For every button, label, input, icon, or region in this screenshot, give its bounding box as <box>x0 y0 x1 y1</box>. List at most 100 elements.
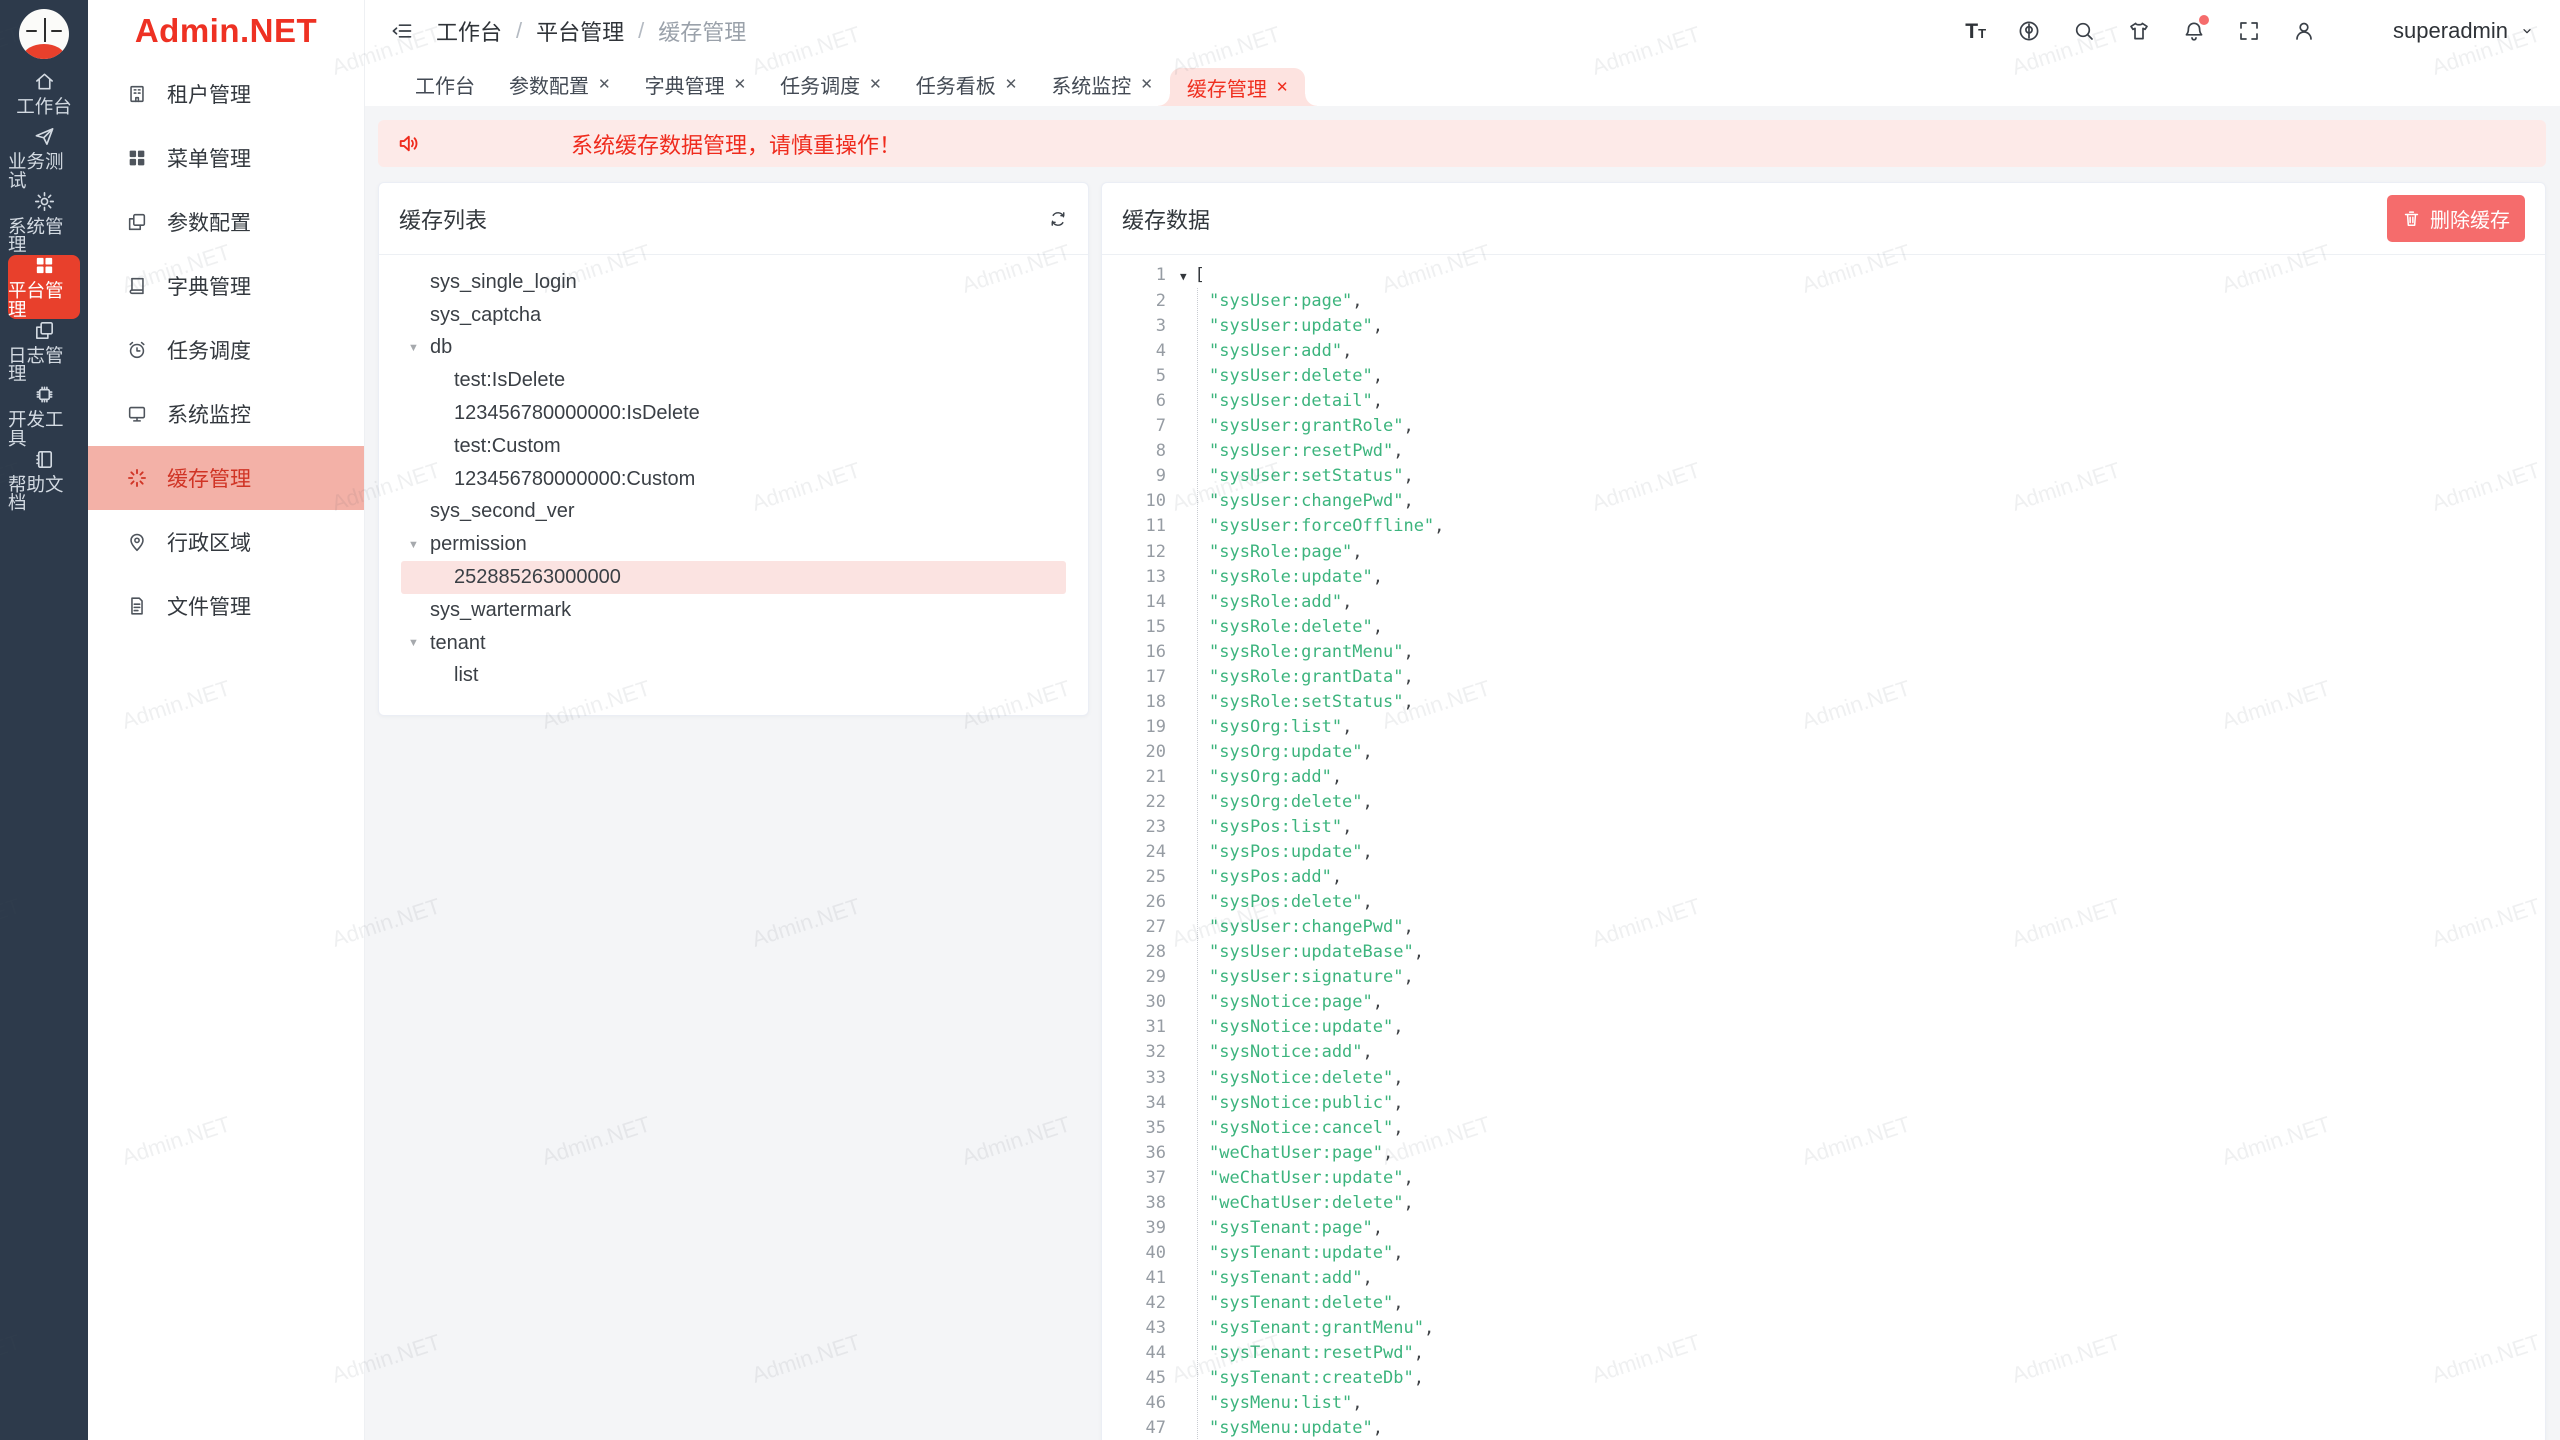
theme-icon[interactable] <box>2127 19 2151 43</box>
tree-node[interactable]: ▼ permission <box>401 528 1066 561</box>
sidebar-item-file[interactable]: 文件管理 <box>88 574 364 638</box>
sidebar-item-label: 文件管理 <box>167 596 251 619</box>
sidebar-item-label: 租户管理 <box>167 84 251 107</box>
tab-cache[interactable]: 缓存管理 ✕ <box>1157 68 1318 106</box>
line-number: 44 <box>1145 1343 1166 1364</box>
tab-job[interactable]: 任务调度 ✕ <box>763 62 899 106</box>
tree-node[interactable]: sys_wartermark <box>401 594 1066 627</box>
json-string: "sysMenu:list" <box>1209 1393 1353 1414</box>
rail-item-label: 帮助文档 <box>8 473 64 514</box>
sidebar-item-job[interactable]: 任务调度 <box>88 318 364 382</box>
json-string: "sysRole:setStatus" <box>1209 691 1404 712</box>
code-line: 12 "sysRole:page", <box>1116 540 2545 565</box>
tree-node[interactable]: 252885263000000 <box>401 561 1066 594</box>
collapse-caret-icon[interactable]: ▼ <box>1180 270 1187 283</box>
sidebar-item-label: 参数配置 <box>167 212 251 235</box>
tab-config[interactable]: 参数配置 ✕ <box>492 62 628 106</box>
fullscreen-icon[interactable] <box>2237 19 2261 43</box>
close-icon[interactable]: ✕ <box>869 76 882 93</box>
sidebar-item-config[interactable]: 参数配置 <box>88 190 364 254</box>
close-icon[interactable]: ✕ <box>598 76 611 93</box>
user-menu[interactable]: superadmin <box>2347 13 2536 49</box>
tree-node-label: db <box>430 336 453 359</box>
json-string: "sysUser:delete" <box>1209 366 1373 387</box>
tree-node[interactable]: sys_captcha <box>401 299 1066 332</box>
json-string: "sysRole:add" <box>1209 591 1343 612</box>
json-string: "sysRole:page" <box>1209 541 1353 562</box>
bell-icon[interactable] <box>2182 15 2210 43</box>
code-line: 6 "sysUser:detail", <box>1116 389 2545 414</box>
code-line: 36 "weChatUser:page", <box>1116 1141 2545 1166</box>
rail-item-log-management[interactable]: 日志管理 <box>8 319 80 384</box>
code-line: 29 "sysUser:signature", <box>1116 965 2545 990</box>
rail-item-workbench[interactable]: 工作台 <box>8 61 80 126</box>
search-icon[interactable] <box>2072 19 2096 43</box>
refresh-icon[interactable] <box>1048 209 1068 229</box>
user-icon[interactable] <box>2292 19 2316 43</box>
line-number: 38 <box>1145 1192 1166 1213</box>
close-icon[interactable]: ✕ <box>1140 76 1153 93</box>
json-string: "sysUser:add" <box>1209 341 1343 362</box>
close-icon[interactable]: ✕ <box>1275 79 1289 96</box>
caret-icon[interactable]: ▼ <box>408 636 419 649</box>
close-icon[interactable]: ✕ <box>1004 76 1018 93</box>
line-number: 11 <box>1145 516 1166 537</box>
code-line: 17 "sysRole:grantData", <box>1116 665 2545 690</box>
line-number: 30 <box>1145 992 1166 1013</box>
rail-item-dev-tools[interactable]: 开发工具 <box>8 384 80 449</box>
tab-label: 系统监控 <box>1051 75 1132 98</box>
caret-icon[interactable]: ▼ <box>408 538 419 551</box>
tab-label: 缓存管理 <box>1186 78 1267 101</box>
tree-node[interactable]: ▼ db <box>401 332 1066 365</box>
sidebar-item-menu[interactable]: 菜单管理 <box>88 126 364 190</box>
code-line: 25 "sysPos:add", <box>1116 865 2545 890</box>
rail-item-label: 业务测试 <box>8 151 64 191</box>
font-size-icon[interactable]: TT <box>1965 19 1987 43</box>
tree-node-label: test:IsDelete <box>454 369 566 392</box>
code-line: 22 "sysOrg:delete", <box>1116 790 2545 815</box>
comma: , <box>1372 1217 1384 1238</box>
json-string: "sysPos:delete" <box>1209 892 1363 913</box>
comma: , <box>1393 1292 1404 1313</box>
breadcrumb-item[interactable]: 平台管理 <box>536 20 625 45</box>
delete-cache-button[interactable]: 删除缓存 <box>2387 195 2525 242</box>
sidebar-item-dict[interactable]: 字典管理 <box>88 254 364 318</box>
json-string: "sysUser:update" <box>1209 316 1373 337</box>
sidebar-item-monitor[interactable]: 系统监控 <box>88 382 364 446</box>
tree-node[interactable]: test:IsDelete <box>401 364 1066 397</box>
fold-menu-icon[interactable] <box>390 19 414 43</box>
caret-icon[interactable]: ▼ <box>408 341 419 354</box>
tree-node[interactable]: 123456780000000:Custom <box>401 463 1066 496</box>
line-number: 9 <box>1155 466 1166 487</box>
rail-item-business-test[interactable]: 业务测试 <box>8 126 80 191</box>
cache-list-header: 缓存列表 <box>379 183 1088 255</box>
language-icon[interactable] <box>2017 19 2041 43</box>
tree-node[interactable]: test:Custom <box>401 430 1066 463</box>
tree-node[interactable]: 123456780000000:IsDelete <box>401 397 1066 430</box>
app-logo-avatar[interactable] <box>19 9 69 59</box>
rail-item-help-docs[interactable]: 帮助文档 <box>8 448 80 513</box>
code-line: 44 "sysTenant:resetPwd", <box>1116 1341 2545 1366</box>
rail-item-system-management[interactable]: 系统管理 <box>8 190 80 255</box>
breadcrumb-item[interactable]: 工作台 <box>436 20 503 45</box>
sidebar-item-cache[interactable]: 缓存管理 <box>88 446 364 510</box>
comma: , <box>1403 416 1414 437</box>
tab-dict[interactable]: 字典管理 ✕ <box>628 62 764 106</box>
close-icon[interactable]: ✕ <box>733 76 747 93</box>
chip-icon <box>33 383 56 406</box>
line-number: 2 <box>1155 291 1166 312</box>
tree-node[interactable]: sys_single_login <box>401 266 1066 299</box>
open-bracket: [ <box>1194 265 1205 285</box>
sidebar-item-tenant[interactable]: 租户管理 <box>88 62 364 126</box>
tab-workbench[interactable]: 工作台 <box>398 62 492 106</box>
sidebar-item-region[interactable]: 行政区域 <box>88 510 364 574</box>
rail-item-platform-management[interactable]: 平台管理 <box>8 254 80 319</box>
code-line: 35 "sysNotice:cancel", <box>1116 1116 2545 1141</box>
tab-job-board[interactable]: 任务看板 ✕ <box>899 62 1035 106</box>
json-string: "sysNotice:add" <box>1209 1042 1363 1063</box>
tree-node[interactable]: sys_second_ver <box>401 496 1066 529</box>
tree-node[interactable]: ▼ tenant <box>401 627 1066 660</box>
tree-node[interactable]: list <box>401 660 1066 693</box>
tab-monitor[interactable]: 系统监控 ✕ <box>1034 62 1170 106</box>
comma: , <box>1393 441 1404 462</box>
